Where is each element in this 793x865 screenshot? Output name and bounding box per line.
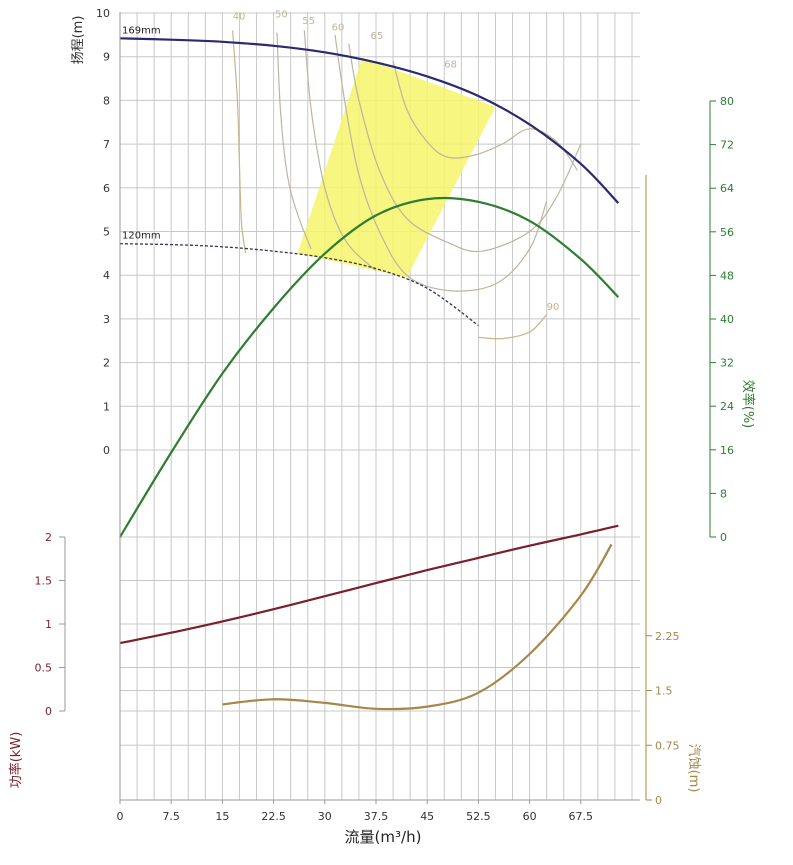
tick-labels: 0 7.5 15 22.5 30 37.5 45 52.5 60 67.5012345678910… <box>35 7 735 823</box>
iso-efficiency-label: 65 <box>371 31 384 42</box>
iso-efficiency-label: 68 <box>444 60 457 71</box>
efficiency-tick-label: 40 <box>720 313 734 326</box>
efficiency-tick-label: 24 <box>720 400 734 413</box>
power-tick-label: 0.5 <box>35 662 53 675</box>
head-tick-label: 8 <box>103 94 110 107</box>
npsh-tick-label: 0 <box>655 794 662 807</box>
x-tick-label: 60 <box>523 810 537 823</box>
grid-lines <box>119 12 640 801</box>
x-tick-label: 52.5 <box>466 810 491 823</box>
iso-efficiency-label: 90 <box>547 302 560 313</box>
head-tick-label: 3 <box>103 313 110 326</box>
iso-efficiency-curve <box>303 30 377 272</box>
efficiency-tick-label: 32 <box>720 357 734 370</box>
head-tick-label: 1 <box>103 400 110 413</box>
x-tick-label: 67.5 <box>569 810 594 823</box>
head-tick-label: 7 <box>103 138 110 151</box>
iso-efficiency-curve <box>334 34 548 292</box>
head-tick-label: 4 <box>103 269 110 282</box>
series-line-efficiency <box>119 196 620 538</box>
efficiency-tick-label: 80 <box>720 95 734 108</box>
iso-efficiency-curve <box>478 314 548 340</box>
x-tick-label: 30 <box>318 810 332 823</box>
head-tick-label: 5 <box>103 226 110 239</box>
efficiency-tick-label: 56 <box>720 226 734 239</box>
efficiency-tick-label: 72 <box>720 139 734 152</box>
npsh-tick-label: 0.75 <box>655 739 680 752</box>
iso-efficiency-curve <box>348 43 582 253</box>
x-axis-title: 流量(m³/h) <box>345 828 422 846</box>
y-axis-title-efficiency: 效率(%) <box>740 380 756 429</box>
series-line-power <box>119 524 619 645</box>
iso-efficiency-label: 60 <box>332 22 345 33</box>
iso-efficiency-curve <box>392 60 578 171</box>
power-tick-label: 1 <box>45 618 52 631</box>
series-line-npsh <box>222 543 613 711</box>
iso-efficiency-label: 50 <box>275 9 288 20</box>
iso-efficiency-curves: 40 50 55 60 65 68 90 <box>232 9 582 340</box>
series-label: 120mm <box>122 231 161 242</box>
series-line-169mm <box>119 37 620 204</box>
iso-efficiency-curve <box>276 32 312 250</box>
head-tick-label: 0 <box>103 444 110 457</box>
npsh-tick-label: 2.25 <box>655 630 680 643</box>
power-tick-label: 1.5 <box>35 575 53 588</box>
iso-efficiency-curve <box>232 30 247 254</box>
performance-curves: 169mm 120mm <box>119 25 620 711</box>
x-tick-label: 15 <box>215 810 229 823</box>
x-tick-label: 7.5 <box>162 810 180 823</box>
efficiency-tick-label: 64 <box>720 182 734 195</box>
x-tick-label: 22.5 <box>261 810 286 823</box>
power-tick-label: 0 <box>45 705 52 718</box>
series-line-120mm <box>119 243 479 327</box>
x-tick-label: 0 <box>117 810 124 823</box>
y-axis-title-power: 功率(kW) <box>8 732 24 789</box>
efficiency-tick-label: 0 <box>720 531 727 544</box>
x-tick-label: 37.5 <box>364 810 389 823</box>
y-axis-title-npsh: 汽蚀(m) <box>686 744 701 793</box>
head-tick-label: 2 <box>103 357 110 370</box>
y-axis-title-head: 扬程(m) <box>71 16 86 65</box>
series-label: 169mm <box>122 25 161 36</box>
iso-efficiency-label: 55 <box>302 16 315 27</box>
efficiency-tick-label: 8 <box>720 487 727 500</box>
npsh-tick-label: 1.5 <box>655 685 673 698</box>
efficiency-tick-label: 16 <box>720 444 734 457</box>
power-tick-label: 2 <box>45 531 52 544</box>
iso-efficiency-label: 40 <box>233 12 246 23</box>
head-tick-label: 9 <box>103 51 110 64</box>
efficiency-tick-label: 48 <box>720 269 734 282</box>
x-tick-label: 45 <box>420 810 434 823</box>
head-tick-label: 6 <box>103 182 110 195</box>
head-tick-label: 10 <box>96 7 110 20</box>
